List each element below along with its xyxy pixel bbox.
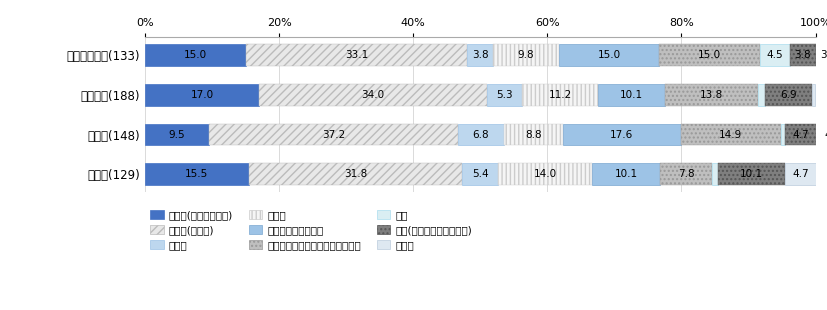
Text: 33.1: 33.1 (345, 50, 368, 60)
Text: 4.5: 4.5 (766, 50, 782, 60)
Legend: 会社員(役員、管理職), 会社員(一般職), 公務員, 自営業, 専業主婦・専業主夫, パート・アルバイト・フリーター, 学生, 無職(浪人中、求職中含む), : 会社員(役員、管理職), 会社員(一般職), 公務員, 自営業, 専業主婦・専業… (150, 210, 471, 250)
Bar (467, 44, 492, 66)
Bar (680, 124, 780, 145)
Text: 10.1: 10.1 (739, 169, 762, 179)
Text: 3.8: 3.8 (819, 50, 827, 60)
Bar (759, 44, 789, 66)
Bar (145, 163, 249, 185)
Text: 31.8: 31.8 (343, 169, 366, 179)
Bar (145, 124, 208, 145)
Bar (658, 44, 759, 66)
Text: 3.8: 3.8 (471, 50, 488, 60)
Bar (810, 84, 814, 106)
Text: 6.9: 6.9 (779, 90, 796, 100)
Text: 6.8: 6.8 (472, 130, 489, 140)
Bar (249, 163, 461, 185)
Text: 15.5: 15.5 (185, 169, 208, 179)
Text: 15.0: 15.0 (184, 50, 207, 60)
Text: 34.0: 34.0 (361, 90, 384, 100)
Text: 14.0: 14.0 (533, 169, 557, 179)
Bar (659, 163, 711, 185)
Text: 8.8: 8.8 (524, 130, 541, 140)
Bar (503, 124, 562, 145)
Bar (486, 84, 522, 106)
Bar (711, 163, 717, 185)
Text: 9.5: 9.5 (168, 130, 185, 140)
Bar (259, 84, 486, 106)
Text: 4.7: 4.7 (792, 169, 809, 179)
Bar (785, 163, 816, 185)
Bar (815, 44, 827, 66)
Text: 15.0: 15.0 (597, 50, 619, 60)
Bar (780, 124, 785, 145)
Text: 5.3: 5.3 (496, 90, 513, 100)
Bar (757, 84, 764, 106)
Text: 3.8: 3.8 (794, 50, 810, 60)
Bar (665, 84, 757, 106)
Bar (558, 44, 658, 66)
Bar (145, 44, 245, 66)
Text: 13.8: 13.8 (699, 90, 722, 100)
Text: 10.1: 10.1 (614, 169, 637, 179)
Bar (492, 44, 558, 66)
Bar (208, 124, 457, 145)
Bar (789, 44, 815, 66)
Bar (597, 84, 665, 106)
Text: 37.2: 37.2 (322, 130, 345, 140)
Bar (457, 124, 503, 145)
Text: 7.8: 7.8 (677, 169, 694, 179)
Text: 14.9: 14.9 (718, 130, 742, 140)
Bar (145, 84, 259, 106)
Bar (816, 124, 827, 145)
Bar (785, 124, 816, 145)
Bar (562, 124, 680, 145)
Text: 4.7: 4.7 (792, 130, 809, 140)
Bar (522, 84, 597, 106)
Text: 9.8: 9.8 (517, 50, 533, 60)
Text: 17.0: 17.0 (190, 90, 213, 100)
Text: 4.7: 4.7 (824, 130, 827, 140)
Text: 5.4: 5.4 (471, 169, 488, 179)
Bar (591, 163, 659, 185)
Text: 11.2: 11.2 (547, 90, 571, 100)
Bar (764, 84, 810, 106)
Text: 15.0: 15.0 (697, 50, 720, 60)
Text: 10.1: 10.1 (619, 90, 643, 100)
Bar (717, 163, 785, 185)
Bar (245, 44, 467, 66)
Text: 17.6: 17.6 (609, 130, 633, 140)
Bar (461, 163, 498, 185)
Bar (498, 163, 591, 185)
